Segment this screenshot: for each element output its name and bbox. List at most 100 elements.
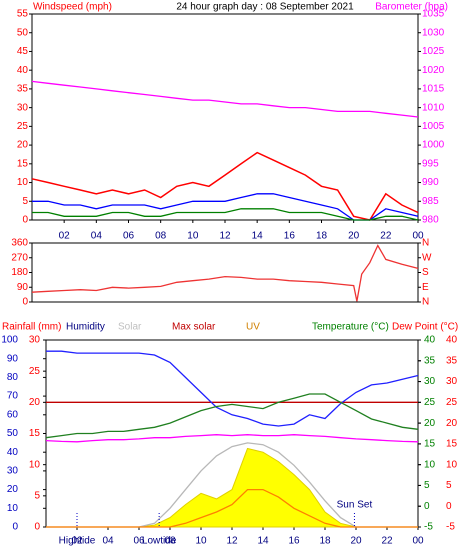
y-tick-label: 40 [7, 447, 19, 458]
y-tick-label: 20 [424, 418, 436, 429]
x-tick-label: 00 [412, 231, 424, 242]
x-tick-label: 08 [155, 231, 167, 242]
x-tick-label: 10 [195, 536, 207, 547]
y-tick-label: 30 [17, 102, 29, 113]
x-tick-label: 12 [226, 536, 238, 547]
annotation-label: Lowtide [142, 536, 177, 547]
y-tick-label: 35 [446, 355, 458, 366]
legend-entry: Max solar [172, 322, 216, 333]
y-tick-label: 1020 [422, 65, 445, 76]
x-tick-label: 16 [284, 231, 296, 242]
y-tick-label: 20 [446, 418, 458, 429]
y-tick-label: 270 [11, 252, 28, 263]
y-tick-label: 5 [22, 196, 28, 207]
y-tick-label: 10 [29, 459, 41, 470]
y-axis-title: Windspeed (mph) [33, 2, 112, 13]
y-tick-label: 45 [17, 46, 29, 57]
y-tick-label: 360 [11, 238, 28, 249]
series-line [31, 80, 419, 118]
y-tick-label: 30 [29, 335, 41, 346]
y-tick-label: 10 [446, 459, 458, 470]
y-tick-label: 35 [424, 355, 436, 366]
y-tick-label: 20 [17, 140, 29, 151]
y-tick-label: 0 [424, 501, 430, 512]
y-tick-label: 70 [7, 391, 19, 402]
y2-axis-title: Barometer (hpa) [375, 2, 448, 13]
y-tick-label: 30 [446, 376, 458, 387]
legend-entry: Rainfall (mm) [2, 322, 61, 333]
x-tick-label: 20 [348, 231, 360, 242]
plot-frame [31, 242, 419, 303]
chart-title: 24 hour graph day : 08 September 2021 [176, 2, 354, 13]
series-line [46, 350, 419, 427]
y-tick-label: 180 [11, 267, 28, 278]
series-line [31, 244, 419, 302]
x-tick-label: 18 [319, 536, 331, 547]
y-tick-label: 30 [7, 466, 19, 477]
y-tick-label: E [422, 282, 429, 293]
y-tick-label: 1000 [422, 140, 445, 151]
y-tick-label: 990 [422, 177, 439, 188]
y-tick-label: 35 [17, 84, 29, 95]
x-tick-label: 22 [380, 231, 392, 242]
y-tick-label: N [422, 297, 429, 308]
y-tick-label: 15 [446, 439, 458, 450]
x-tick-label: 22 [381, 536, 393, 547]
x-tick-label: 04 [102, 536, 114, 547]
x-tick-label: 14 [252, 231, 264, 242]
y-tick-label: 25 [17, 121, 29, 132]
series-line [31, 151, 419, 221]
series-line [45, 393, 419, 439]
y-tick-label: 90 [7, 353, 19, 364]
y-tick-label: 15 [17, 158, 29, 169]
y-tick-label: 0 [22, 297, 28, 308]
x-tick-label: 18 [316, 231, 328, 242]
y-tick-label: 15 [424, 439, 436, 450]
y-tick-label: -5 [424, 522, 433, 533]
y-tick-label: 30 [424, 376, 436, 387]
y-tick-label: 10 [17, 177, 29, 188]
legend-entry: UV [246, 322, 260, 333]
x-tick-label: 02 [71, 536, 83, 547]
y-tick-label: 40 [17, 65, 29, 76]
y-tick-label: 25 [29, 366, 41, 377]
y-tick-label: 1005 [422, 121, 445, 132]
legend-entry: Dew Point (°C) [392, 322, 458, 333]
y-tick-label: 5 [424, 480, 430, 491]
y-tick-label: 40 [424, 335, 436, 346]
y-tick-label: 1015 [422, 84, 445, 95]
y-tick-label: 1030 [422, 27, 445, 38]
y-tick-label: 995 [422, 158, 439, 169]
x-tick-label: 06 [123, 231, 135, 242]
series-line [45, 434, 419, 443]
y-tick-label: 50 [7, 428, 19, 439]
x-tick-label: 10 [187, 231, 199, 242]
y-tick-label: 55 [17, 9, 29, 20]
y-tick-label: W [422, 252, 432, 263]
y-tick-label: 0 [12, 522, 18, 533]
y-tick-label: N [422, 238, 429, 249]
series-line [46, 488, 418, 528]
y-tick-label: 20 [29, 397, 41, 408]
legend-entry: Solar [118, 322, 142, 333]
y-tick-label: 5 [34, 490, 40, 501]
y-tick-label: 5 [446, 480, 452, 491]
y-tick-label: 90 [17, 282, 29, 293]
y-tick-label: 60 [7, 409, 19, 420]
legend-entry: Temperature (°C) [312, 322, 389, 333]
solar-area [46, 447, 418, 528]
y-tick-label: 980 [422, 215, 439, 226]
y-tick-label: 10 [424, 459, 436, 470]
annotation-label: Sun Set [337, 500, 373, 511]
x-tick-label: 02 [59, 231, 71, 242]
y-tick-label: -5 [446, 522, 455, 533]
series-line [32, 208, 419, 221]
x-tick-label: 08 [164, 536, 176, 547]
y-tick-label: 100 [1, 335, 18, 346]
y-tick-label: 50 [17, 27, 29, 38]
legend-entry: Humidity [66, 322, 105, 333]
y-tick-label: 25 [446, 397, 458, 408]
y-tick-label: 0 [34, 522, 40, 533]
x-tick-label: 00 [412, 536, 424, 547]
